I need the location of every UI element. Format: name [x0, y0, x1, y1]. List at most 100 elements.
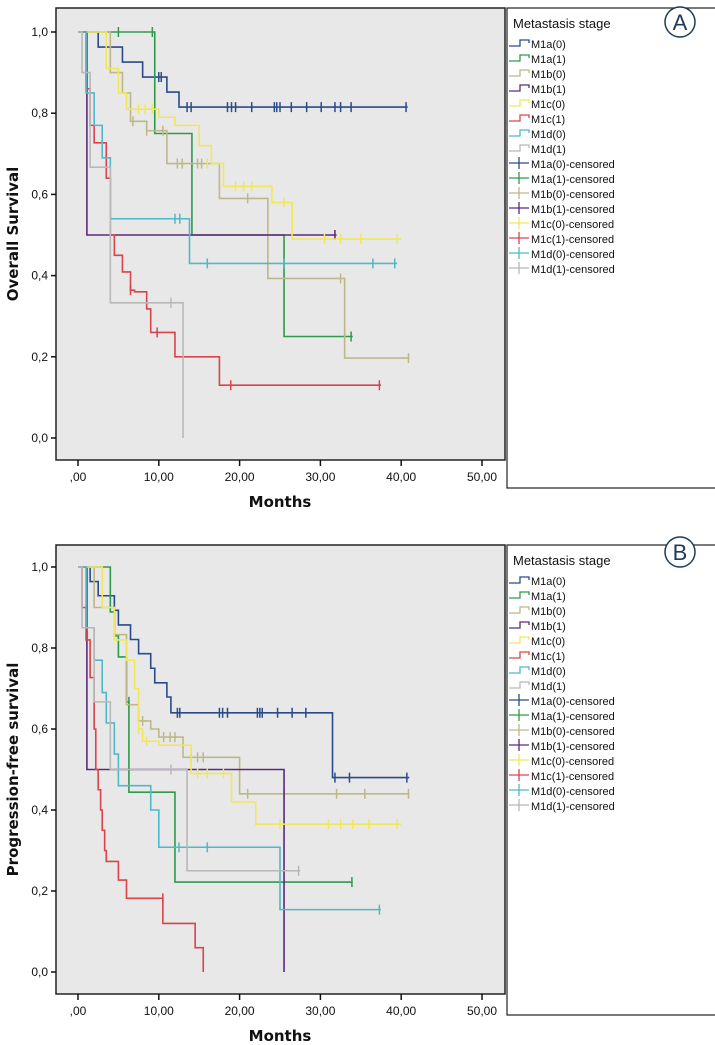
legend-label: M1d(1)-censored — [531, 801, 615, 813]
legend-label: M1d(0) — [531, 666, 566, 678]
y-tick-label: 0,8 — [31, 106, 48, 120]
legend-label: M1c(0) — [531, 636, 565, 648]
legend-label: M1b(1)-censored — [531, 741, 615, 753]
legend-entry: M1c(0)-censored — [509, 754, 614, 768]
legend-entry: M1c(1)-censored — [509, 232, 614, 246]
legend-title: Metastasis stage — [513, 553, 611, 568]
legend-label: M1a(1)-censored — [531, 711, 615, 723]
x-tick-label: ,00 — [70, 470, 87, 484]
legend-label: M1c(1)-censored — [531, 771, 614, 783]
legend-label: M1a(1) — [531, 591, 566, 603]
legend-entry: M1d(0)-censored — [509, 784, 615, 798]
legend-entry: M1d(0) — [509, 666, 566, 678]
legend-entry: M1c(1)-censored — [509, 769, 614, 783]
y-tick-label: 0,2 — [31, 884, 48, 898]
legend-entry: M1a(1)-censored — [509, 709, 615, 723]
panel-label: A — [673, 10, 688, 35]
survival-curve — [78, 31, 402, 240]
legend-step-icon — [509, 666, 530, 674]
series-m1d-0 — [78, 31, 398, 269]
legend-label: M1b(1) — [531, 84, 566, 96]
y-tick-label: 1,0 — [31, 25, 48, 39]
series-m1c-1 — [78, 31, 381, 391]
legend-entry: M1b(1)-censored — [509, 739, 615, 753]
legend-title: Metastasis stage — [513, 16, 611, 31]
legend-step-icon — [509, 69, 530, 77]
y-tick-label: 0,6 — [31, 722, 48, 736]
x-axis-title: Months — [249, 1027, 312, 1045]
legend-entry: M1c(1) — [509, 651, 565, 663]
series-m1b-0 — [78, 31, 410, 364]
legend-label: M1d(1) — [531, 144, 566, 156]
legend-label: M1d(0) — [531, 129, 566, 141]
x-tick-label: 20,00 — [225, 470, 255, 484]
x-tick-label: 50,00 — [467, 470, 497, 484]
legend-label: M1b(1) — [531, 621, 566, 633]
legend-entry: M1a(1) — [509, 591, 566, 603]
legend-entry: M1b(0)-censored — [509, 187, 615, 201]
series-m1c-1 — [78, 566, 205, 972]
legend-label: M1c(1) — [531, 651, 565, 663]
legend-box — [506, 544, 715, 1016]
x-axis-title: Months — [249, 493, 312, 511]
legend-step-icon — [509, 606, 530, 614]
legend-step-icon — [509, 636, 530, 644]
x-tick-label: 10,00 — [144, 1004, 174, 1018]
legend-step-icon — [509, 651, 530, 659]
x-tick-label: 50,00 — [467, 1004, 497, 1018]
x-tick-label: 30,00 — [305, 470, 335, 484]
legend-label: M1b(1)-censored — [531, 204, 615, 216]
legend-label: M1a(0)-censored — [531, 159, 615, 171]
y-axis-title: Overall Survival — [4, 167, 22, 302]
survival-curve — [78, 566, 410, 779]
y-axis-title: Progression-free survival — [4, 663, 22, 877]
legend-label: M1b(0) — [531, 69, 566, 81]
legend-entry: M1c(0)-censored — [509, 217, 614, 231]
legend-label: M1d(0)-censored — [531, 786, 615, 798]
y-tick-label: 0,6 — [31, 187, 48, 201]
legend-step-icon — [509, 54, 530, 62]
legend-entry: M1c(1) — [509, 114, 565, 126]
y-tick-label: 0,8 — [31, 641, 48, 655]
chart-panel-a: 0,0 0,2 0,4 0,6 0,8 1,0 ,00 10,00 20,00 30,00 40,0… — [4, 6, 715, 511]
legend-label: M1a(1)-censored — [531, 174, 615, 186]
legend-step-icon — [509, 99, 530, 107]
legend-box — [506, 7, 715, 489]
legend-entry: M1b(1) — [509, 621, 566, 633]
legend-label: M1a(0) — [531, 39, 566, 51]
legend-label: M1d(1)-censored — [531, 264, 615, 276]
legend-label: M1d(0)-censored — [531, 249, 615, 261]
survival-curve — [78, 566, 353, 883]
legend-step-icon — [509, 144, 530, 152]
survival-curve — [78, 566, 402, 825]
legend-entry: M1a(0)-censored — [509, 694, 615, 708]
legend-label: M1b(0) — [531, 606, 566, 618]
panel-label-circle — [664, 6, 696, 38]
y-tick-label: 0,0 — [31, 431, 48, 445]
survival-curve — [78, 31, 408, 108]
series-m1c-0 — [78, 31, 402, 245]
y-tick-label: 0,4 — [31, 803, 48, 817]
legend-entry: M1a(0) — [509, 576, 566, 588]
series-m1c-0 — [78, 566, 402, 830]
survival-curve — [78, 31, 410, 359]
legend-step-icon — [509, 84, 530, 92]
legend-step-icon — [509, 114, 530, 122]
legend-label: M1a(0) — [531, 576, 566, 588]
legend-entry: M1b(1) — [509, 84, 566, 96]
legend-label: M1c(1)-censored — [531, 234, 614, 246]
legend-entry: M1d(0)-censored — [509, 247, 615, 261]
y-tick-label: 1,0 — [31, 560, 48, 574]
series-m1d-1 — [78, 31, 184, 438]
x-tick-label: 20,00 — [225, 1004, 255, 1018]
legend-entry: M1d(1) — [509, 144, 566, 156]
survival-curve — [78, 31, 381, 387]
x-tick-label: 40,00 — [386, 470, 416, 484]
legend-label: M1c(0)-censored — [531, 756, 614, 768]
panel-label: B — [673, 540, 688, 565]
survival-curve — [78, 31, 184, 438]
legend-label: M1b(0)-censored — [531, 189, 615, 201]
x-tick-label: 40,00 — [386, 1004, 416, 1018]
legend-entry: M1d(0) — [509, 129, 566, 141]
